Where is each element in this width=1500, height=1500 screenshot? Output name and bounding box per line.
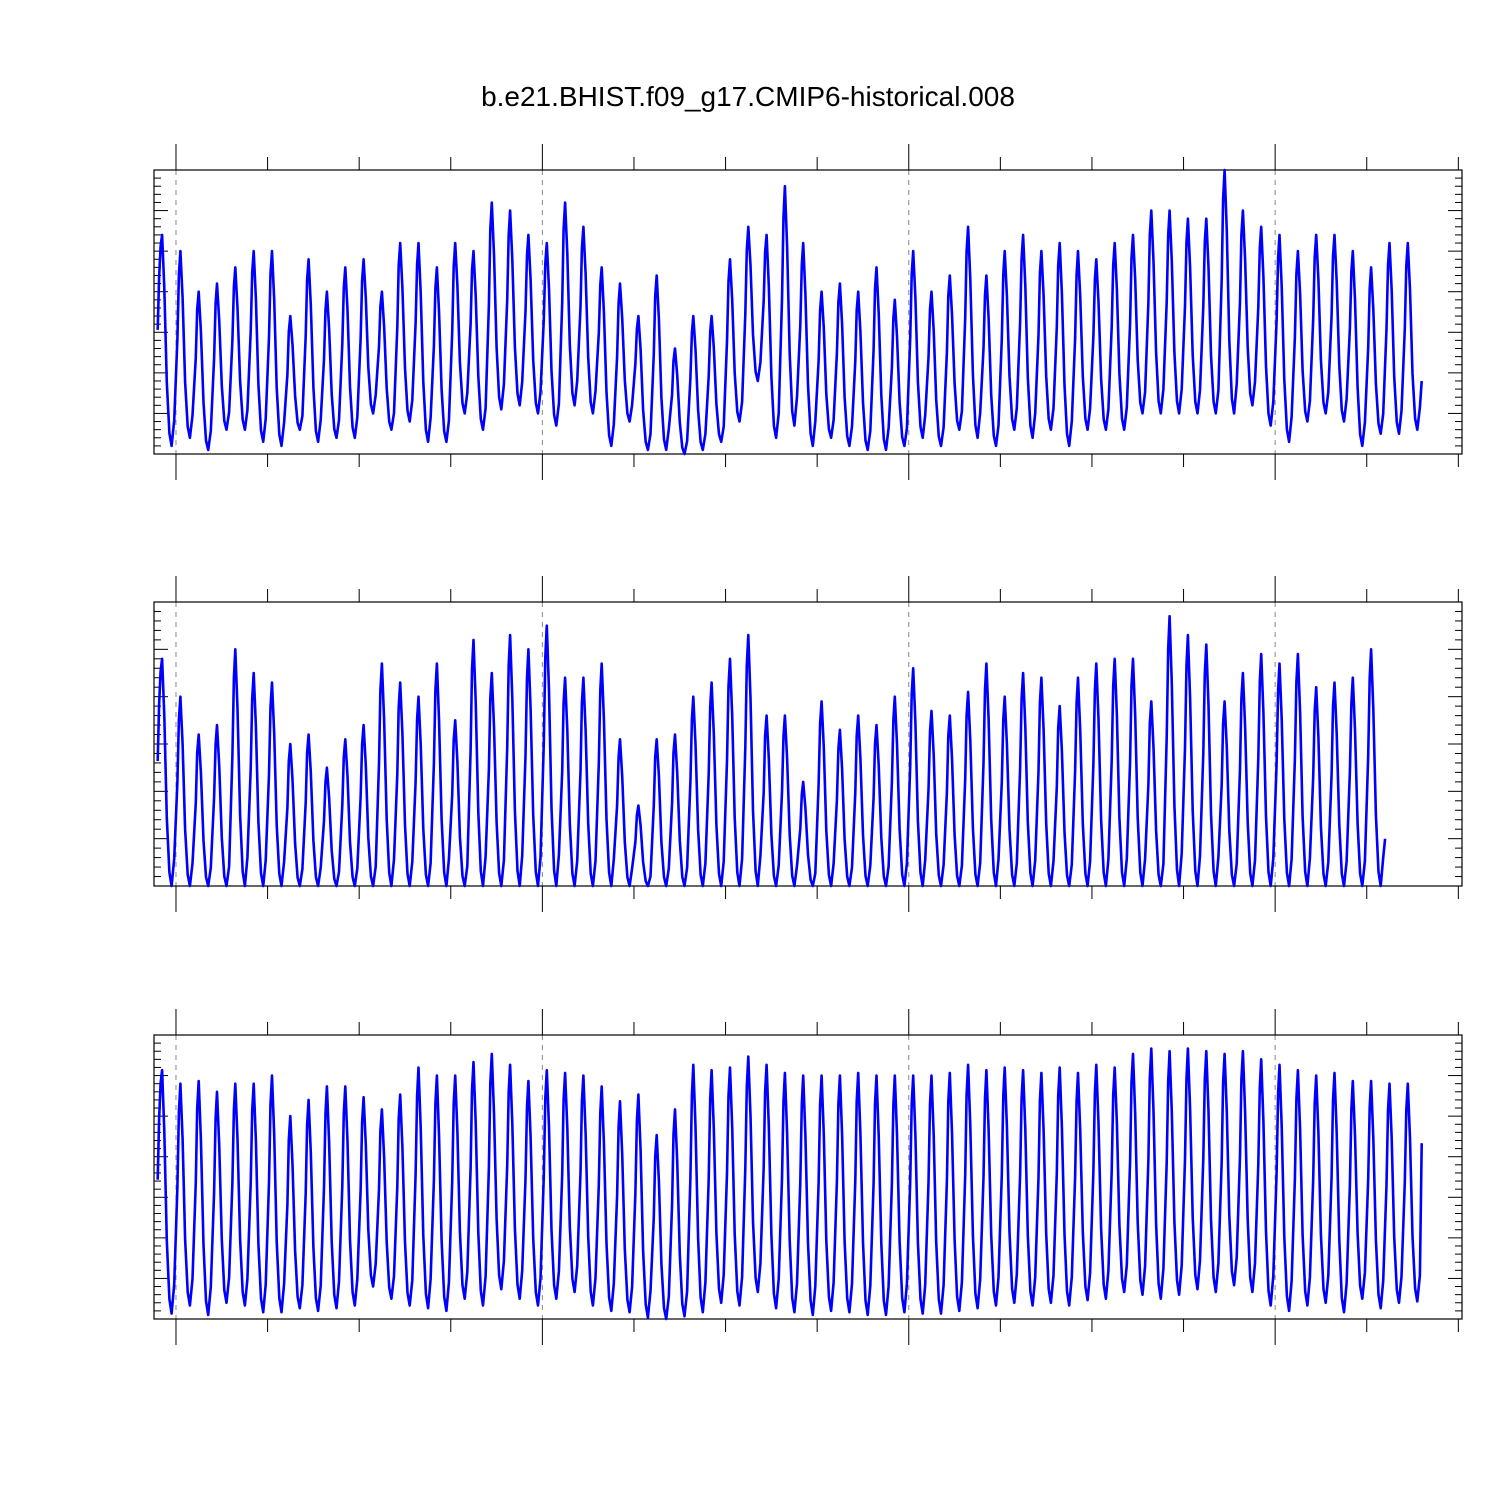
panel-bar-ice-volume: [153, 144, 1463, 480]
panels: [153, 144, 1463, 1345]
plot-frame: [153, 169, 1463, 455]
plot-frame: [153, 1034, 1463, 1320]
series-line-monthly: [156, 168, 1423, 456]
figure-title: b.e21.BHIST.f09_g17.CMIP6-historical.008: [481, 81, 1015, 112]
series-line-monthly: [156, 614, 1387, 888]
panel-bar-ice-area: [153, 1009, 1463, 1345]
panel-bar-snow-volume: [153, 576, 1463, 912]
series-line-monthly: [156, 1047, 1423, 1321]
